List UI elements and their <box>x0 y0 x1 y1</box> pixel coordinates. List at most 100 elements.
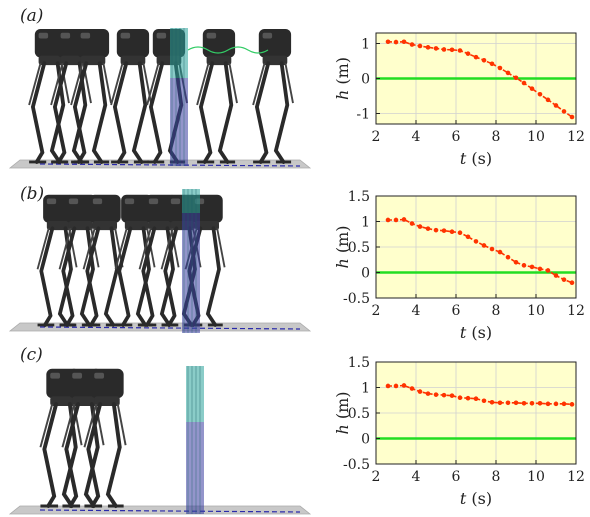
x-tick-label: 8 <box>492 469 501 485</box>
robot-figure <box>82 194 124 327</box>
data-point <box>465 395 471 401</box>
data-point <box>561 109 567 114</box>
data-point <box>513 260 519 265</box>
robot-scene-a <box>8 28 312 169</box>
robot-right-leg <box>103 226 119 327</box>
robot-visor <box>206 32 217 39</box>
data-point <box>393 383 399 389</box>
data-point <box>497 65 503 71</box>
robot-scene-b <box>8 189 312 333</box>
robot-right-leg <box>205 226 221 327</box>
data-point <box>489 399 495 405</box>
robot-right-linkage <box>284 63 294 104</box>
data-point <box>393 217 399 223</box>
data-point <box>449 47 455 53</box>
robot-left-leg <box>30 61 47 164</box>
robot-scene-c <box>8 366 312 515</box>
robot-left-leg <box>64 402 81 508</box>
data-point <box>521 80 527 86</box>
y-axis-label: h (m) <box>333 391 352 434</box>
robot-figure <box>70 28 112 164</box>
y-tick-label: 0 <box>361 266 370 282</box>
data-point <box>505 400 511 406</box>
data-point <box>385 39 391 45</box>
x-tick-label: 4 <box>412 129 421 145</box>
robot-left-linkage <box>39 403 54 448</box>
plane-lower <box>186 422 204 514</box>
robot-left-leg <box>141 226 157 327</box>
y-axis-label: h (m) <box>333 225 352 268</box>
data-point <box>417 43 423 49</box>
data-point <box>401 217 407 222</box>
robot-left-linkage <box>114 228 128 270</box>
data-point <box>513 75 519 81</box>
data-point <box>489 61 495 67</box>
robot-right-leg <box>91 61 108 164</box>
robot-left-leg <box>198 61 215 164</box>
y-tick-label: 1 <box>361 215 370 231</box>
data-point <box>385 383 391 389</box>
robot-left-leg <box>117 226 133 327</box>
x-tick-label: 8 <box>492 303 501 319</box>
plane-upper <box>170 28 188 78</box>
robot-left-linkage <box>58 228 72 270</box>
data-point <box>497 249 503 255</box>
robot-left-linkage <box>146 62 160 106</box>
robot-visor <box>46 198 57 205</box>
plane-upper <box>182 189 200 213</box>
x-tick-label: 2 <box>372 129 381 145</box>
y-tick-label: 0.5 <box>348 406 370 422</box>
data-point <box>481 243 487 248</box>
robot-left-linkage <box>36 228 50 270</box>
data-point <box>473 239 479 244</box>
x-tick-label: 4 <box>412 303 421 319</box>
robot-right-leg <box>217 61 234 164</box>
panel-label-a: (a) <box>20 6 44 26</box>
chart-1: 2 4 6 8 10 12 -0.5 0 0.5 1 1.5 t (s) h (m) <box>333 189 585 342</box>
x-tick-label: 12 <box>567 129 585 145</box>
data-point <box>457 395 463 401</box>
data-point <box>481 398 487 404</box>
data-point <box>505 254 511 260</box>
y-axis-label: h (m) <box>333 57 352 100</box>
robot-right-linkage <box>216 228 226 268</box>
data-point <box>545 401 551 407</box>
robot-visor <box>80 32 91 39</box>
robot-visor <box>38 32 49 39</box>
robot-right-leg <box>273 61 290 164</box>
data-point <box>529 264 535 270</box>
robot-right-leg <box>131 61 148 164</box>
data-point <box>497 400 503 406</box>
trajectory-curve <box>187 46 269 54</box>
data-point <box>425 45 431 50</box>
data-point <box>553 273 559 278</box>
data-point <box>553 401 559 407</box>
robot-right-linkage <box>170 228 180 268</box>
panel-label-b: (b) <box>20 184 45 204</box>
data-point <box>569 114 575 120</box>
data-point <box>529 401 535 406</box>
chart-0: 2 4 6 8 10 12 -1 0 1 t (s) h (m) <box>333 32 585 168</box>
robot-left-linkage <box>61 403 76 448</box>
x-tick-label: 10 <box>527 303 545 319</box>
robot-left-leg <box>39 226 55 327</box>
data-point <box>521 263 527 268</box>
robot-visor <box>124 198 135 205</box>
robot-left-leg <box>42 402 59 508</box>
data-point <box>409 386 415 391</box>
robot-visor <box>68 198 79 205</box>
robot-left-leg <box>148 61 165 164</box>
data-point <box>537 266 543 272</box>
data-point <box>561 401 567 407</box>
robot-right-leg <box>135 226 151 327</box>
panel-label-c: (c) <box>20 345 43 365</box>
robot-visor <box>262 32 273 39</box>
plane-upper <box>186 366 204 422</box>
y-tick-label: 1.5 <box>348 355 370 371</box>
data-point <box>473 396 479 402</box>
data-point <box>449 229 455 234</box>
data-point <box>425 391 431 396</box>
robot-left-linkage <box>110 62 124 106</box>
data-point <box>569 402 575 407</box>
robot-right-linkage <box>68 228 78 268</box>
